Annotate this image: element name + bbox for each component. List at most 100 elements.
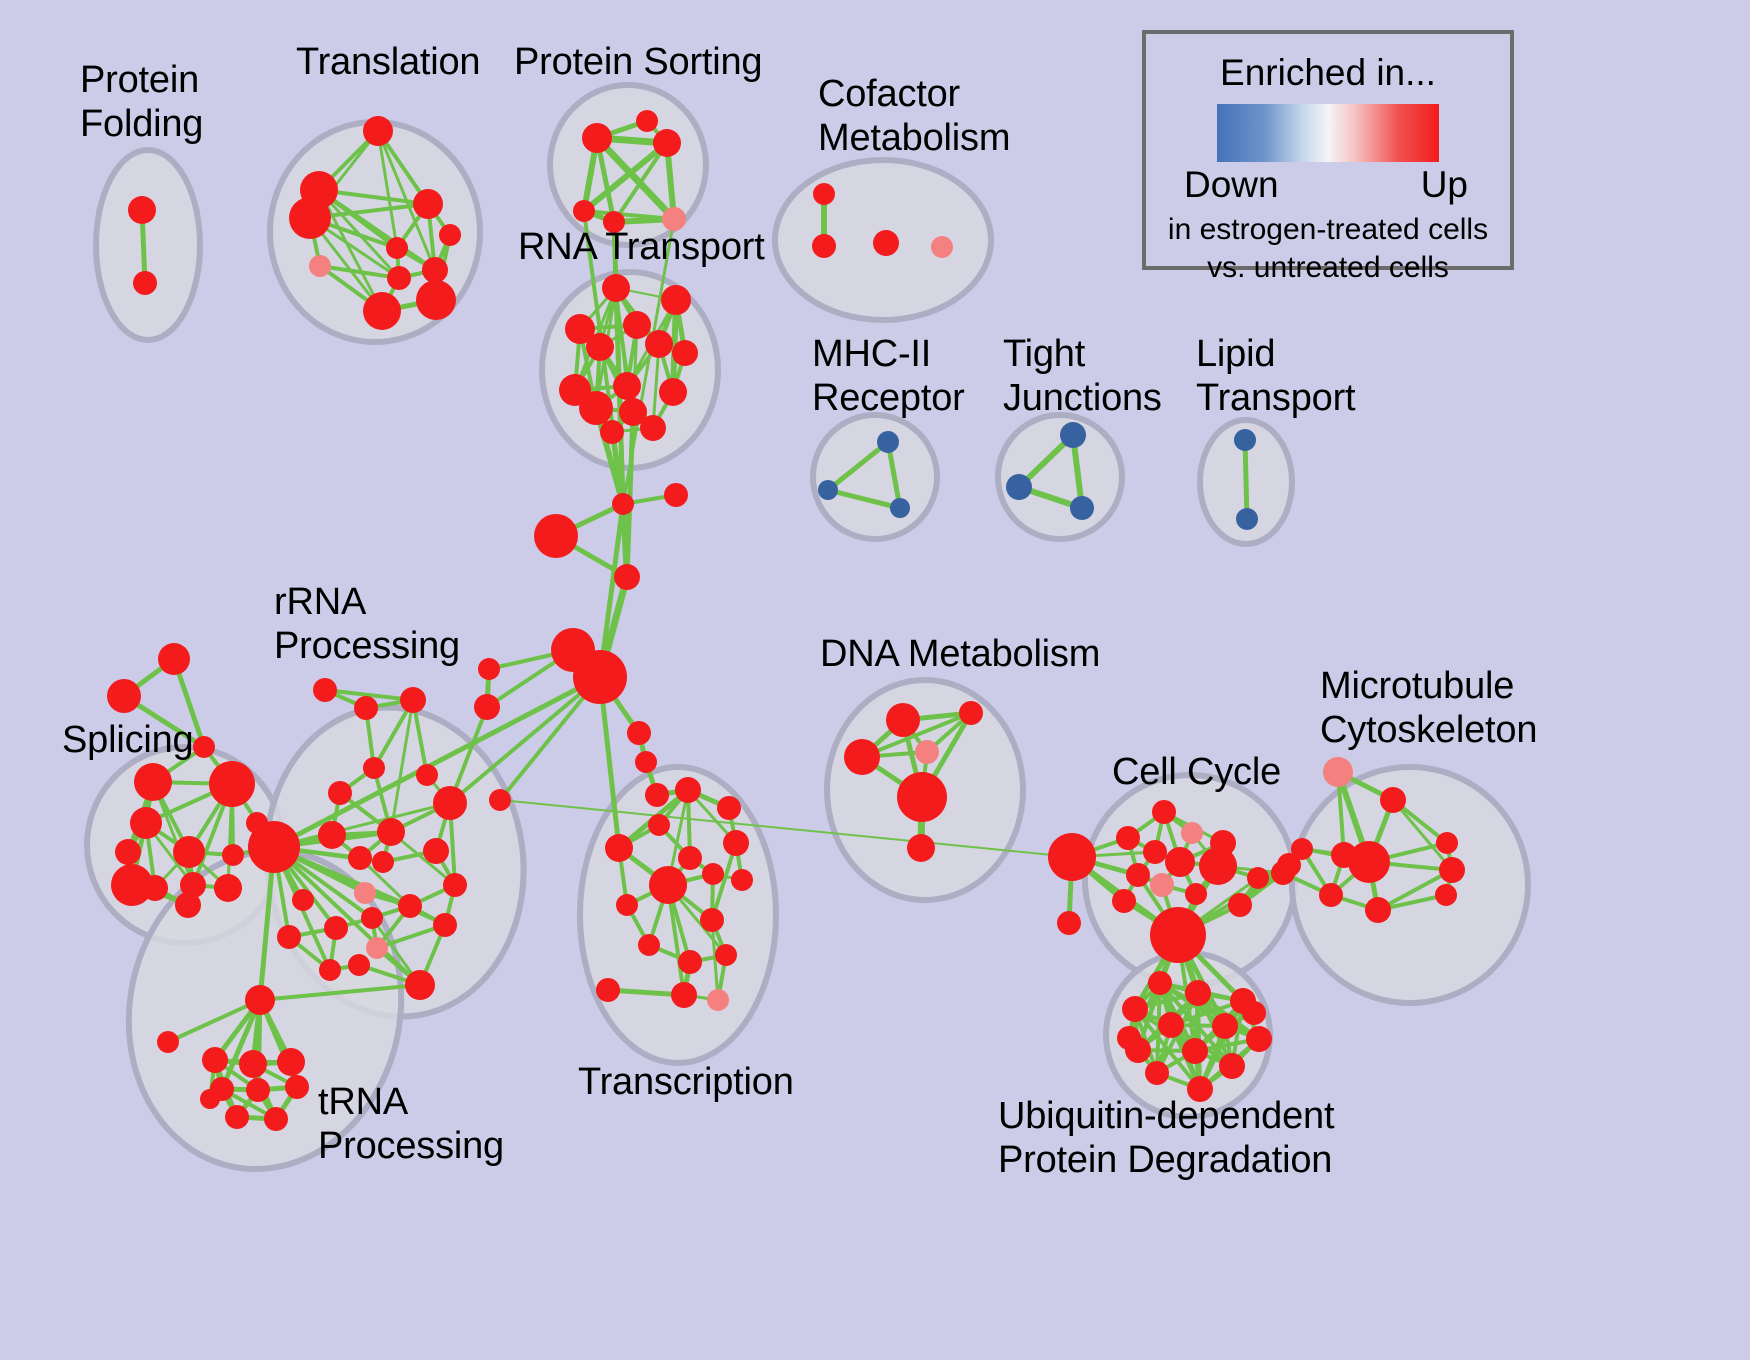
network-node[interactable] — [672, 340, 698, 366]
network-node[interactable] — [1152, 800, 1176, 824]
network-node[interactable] — [386, 237, 408, 259]
network-node[interactable] — [433, 913, 457, 937]
network-node[interactable] — [328, 781, 352, 805]
network-node[interactable] — [723, 830, 749, 856]
network-node[interactable] — [959, 701, 983, 725]
network-node[interactable] — [130, 807, 162, 839]
network-node[interactable] — [433, 786, 467, 820]
network-node[interactable] — [818, 480, 838, 500]
network-node[interactable] — [645, 783, 669, 807]
network-node[interactable] — [405, 970, 435, 1000]
network-node[interactable] — [1143, 840, 1167, 864]
network-node[interactable] — [363, 116, 393, 146]
network-node[interactable] — [439, 224, 461, 246]
network-node[interactable] — [886, 703, 920, 737]
network-node[interactable] — [1380, 787, 1406, 813]
network-node[interactable] — [133, 271, 157, 295]
network-node[interactable] — [1165, 847, 1195, 877]
network-node[interactable] — [134, 763, 172, 801]
network-node[interactable] — [907, 834, 935, 862]
network-node[interactable] — [363, 292, 401, 330]
network-node[interactable] — [1112, 889, 1136, 913]
network-node[interactable] — [534, 514, 578, 558]
network-node[interactable] — [1348, 841, 1390, 883]
network-node[interactable] — [635, 751, 657, 773]
network-node[interactable] — [413, 189, 443, 219]
network-node[interactable] — [372, 851, 394, 873]
network-node[interactable] — [1057, 911, 1081, 935]
network-node[interactable] — [671, 982, 697, 1008]
network-node[interactable] — [239, 1050, 267, 1078]
network-node[interactable] — [1122, 996, 1148, 1022]
network-node[interactable] — [107, 679, 141, 713]
network-node[interactable] — [348, 846, 372, 870]
network-node[interactable] — [248, 821, 300, 873]
network-node[interactable] — [700, 908, 724, 932]
network-node[interactable] — [348, 954, 370, 976]
network-node[interactable] — [645, 330, 673, 358]
network-node[interactable] — [1150, 907, 1206, 963]
network-node[interactable] — [640, 415, 666, 441]
network-node[interactable] — [246, 812, 268, 834]
network-node[interactable] — [1182, 1038, 1208, 1064]
network-node[interactable] — [678, 846, 702, 870]
network-node[interactable] — [1116, 826, 1140, 850]
network-node[interactable] — [158, 643, 190, 675]
network-node[interactable] — [1185, 883, 1207, 905]
network-node[interactable] — [586, 333, 614, 361]
network-node[interactable] — [649, 866, 687, 904]
network-node[interactable] — [1148, 971, 1172, 995]
network-node[interactable] — [613, 372, 641, 400]
network-node[interactable] — [324, 916, 348, 940]
network-node[interactable] — [366, 937, 388, 959]
network-node[interactable] — [717, 796, 741, 820]
network-node[interactable] — [600, 420, 624, 444]
network-node[interactable] — [844, 739, 880, 775]
network-node[interactable] — [277, 925, 301, 949]
network-node[interactable] — [319, 959, 341, 981]
network-node[interactable] — [661, 285, 691, 315]
network-node[interactable] — [225, 1105, 249, 1129]
network-node[interactable] — [214, 874, 242, 902]
network-node[interactable] — [1271, 861, 1295, 885]
network-node[interactable] — [678, 950, 702, 974]
network-node[interactable] — [623, 311, 651, 339]
network-node[interactable] — [616, 894, 638, 916]
network-node[interactable] — [582, 123, 612, 153]
network-node[interactable] — [1234, 429, 1256, 451]
network-node[interactable] — [1323, 757, 1353, 787]
network-node[interactable] — [474, 694, 500, 720]
network-node[interactable] — [309, 255, 331, 277]
network-node[interactable] — [1247, 867, 1269, 889]
network-node[interactable] — [115, 839, 141, 865]
network-node[interactable] — [1070, 496, 1094, 520]
network-node[interactable] — [702, 863, 724, 885]
network-node[interactable] — [915, 740, 939, 764]
network-node[interactable] — [664, 483, 688, 507]
network-node[interactable] — [443, 873, 467, 897]
network-node[interactable] — [222, 844, 244, 866]
network-node[interactable] — [128, 196, 156, 224]
network-node[interactable] — [1117, 1026, 1141, 1050]
network-node[interactable] — [1365, 897, 1391, 923]
network-node[interactable] — [731, 869, 753, 891]
network-node[interactable] — [707, 989, 729, 1011]
network-node[interactable] — [478, 658, 500, 680]
network-node[interactable] — [1291, 838, 1313, 860]
network-node[interactable] — [202, 1047, 228, 1073]
network-node[interactable] — [111, 864, 153, 906]
network-node[interactable] — [245, 985, 275, 1015]
network-node[interactable] — [361, 907, 383, 929]
network-node[interactable] — [489, 789, 511, 811]
network-node[interactable] — [602, 274, 630, 302]
network-node[interactable] — [675, 777, 701, 803]
network-node[interactable] — [897, 772, 947, 822]
network-node[interactable] — [813, 183, 835, 205]
network-node[interactable] — [653, 129, 681, 157]
network-node[interactable] — [377, 818, 405, 846]
network-node[interactable] — [596, 978, 620, 1002]
network-node[interactable] — [277, 1048, 305, 1076]
network-node[interactable] — [1199, 847, 1237, 885]
network-node[interactable] — [422, 257, 448, 283]
network-node[interactable] — [363, 757, 385, 779]
